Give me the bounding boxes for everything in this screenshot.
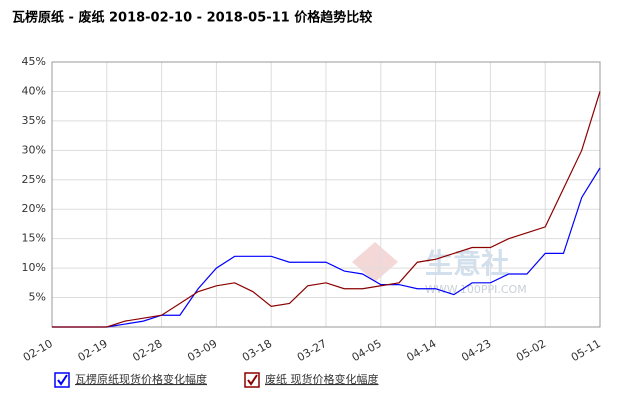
legend-check: [247, 374, 258, 386]
x-tick-label: 04-14: [404, 337, 438, 364]
legend-label: 瓦楞原纸现货价格变化幅度: [75, 372, 207, 386]
legend-item[interactable]: 瓦楞原纸现货价格变化幅度: [54, 372, 207, 388]
x-tick-label: 05-02: [514, 337, 548, 364]
watermark-text: 生意社: [425, 247, 509, 280]
x-tick-label: 02-28: [130, 337, 164, 364]
line-series: [52, 167, 601, 328]
y-tick-label: 5%: [29, 291, 46, 304]
line-series: [52, 91, 601, 328]
legend-check: [57, 374, 68, 386]
y-tick-label: 30%: [22, 143, 46, 156]
watermark-url: WWW.100PPI.COM: [425, 283, 527, 296]
plot-frame: [51, 61, 601, 328]
x-tick-label: 02-19: [76, 337, 110, 364]
y-tick-label: 45%: [22, 55, 46, 68]
y-tick-label: 20%: [22, 202, 46, 215]
x-tick-label: 03-09: [185, 337, 219, 364]
legend-label: 废纸 现货价格变化幅度: [265, 372, 379, 386]
x-tick-label: 02-10: [21, 337, 55, 364]
y-tick-label: 40%: [22, 84, 46, 97]
y-tick-label: 35%: [22, 114, 46, 127]
y-tick-label: 25%: [22, 173, 46, 186]
x-tick-label: 04-05: [350, 337, 384, 364]
x-tick-label: 05-11: [569, 337, 603, 364]
x-tick-label: 03-27: [295, 337, 329, 364]
chart-title: 瓦楞原纸 - 废纸 2018-02-10 - 2018-05-11 价格趋势比较: [12, 10, 372, 26]
x-tick-label: 04-23: [459, 337, 493, 364]
legend-item[interactable]: 废纸 现货价格变化幅度: [244, 372, 379, 388]
y-tick-label: 10%: [22, 261, 46, 274]
x-tick-label: 03-18: [240, 337, 274, 364]
watermark-logo: [352, 242, 398, 282]
watermark: 生意社 WWW.100PPI.COM: [352, 242, 527, 296]
y-tick-label: 15%: [22, 232, 46, 245]
